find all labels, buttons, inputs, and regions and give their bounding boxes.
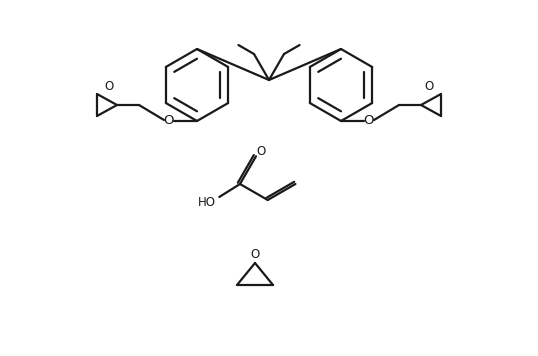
Text: O: O: [424, 80, 434, 94]
Text: HO: HO: [199, 197, 216, 209]
Text: O: O: [104, 80, 114, 94]
Text: O: O: [164, 115, 174, 127]
Text: O: O: [364, 115, 374, 127]
Text: O: O: [250, 247, 260, 261]
Text: O: O: [257, 145, 266, 158]
